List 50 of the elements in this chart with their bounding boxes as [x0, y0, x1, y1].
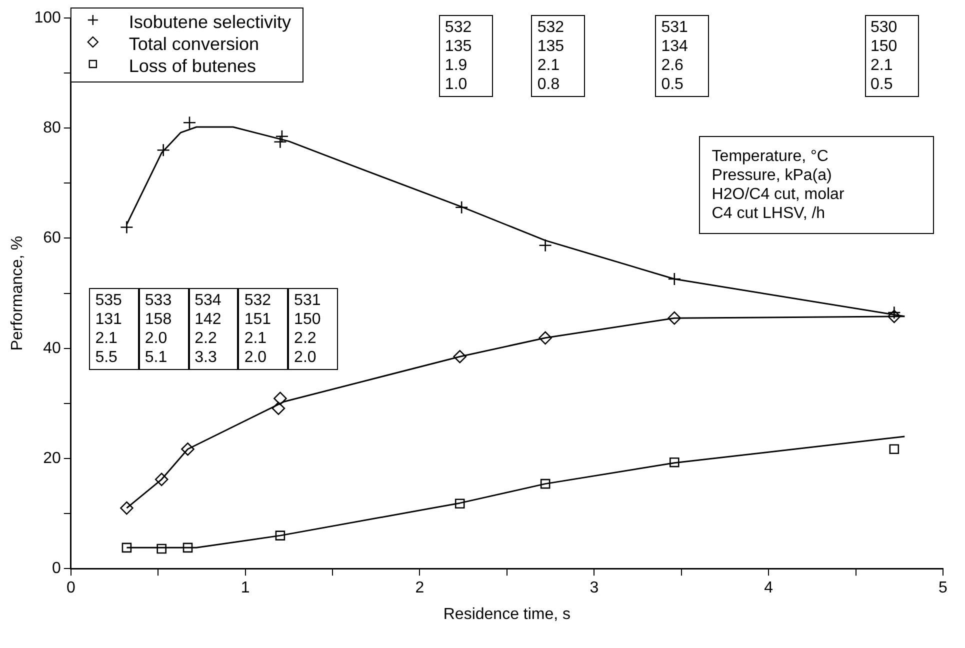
y-tick-label: 0 — [52, 560, 61, 578]
annotation: 532 151 2.1 2.0 — [238, 288, 288, 370]
annotation: 532 135 2.1 0.8 — [531, 15, 586, 98]
point — [538, 331, 552, 345]
y-tick-label: 60 — [43, 230, 61, 247]
annotation: 535 131 2.1 5.5 — [89, 288, 139, 370]
x-tick-label: 2 — [415, 580, 424, 597]
annotation: 533 158 2.0 5.1 — [138, 288, 189, 370]
y-axis-title: Performance, % — [9, 236, 26, 351]
point — [453, 350, 467, 364]
point — [888, 310, 901, 324]
point — [454, 498, 465, 509]
y-tick-label: 40 — [43, 340, 61, 357]
point — [454, 200, 468, 214]
x-axis-title: Residence time, s — [443, 606, 571, 623]
point — [274, 392, 287, 406]
legend-label: Loss of butenes — [128, 56, 256, 76]
point — [889, 444, 900, 454]
point — [182, 542, 193, 553]
x-tick-label: 5 — [938, 580, 948, 597]
x-tick-label: 1 — [240, 580, 250, 597]
point — [275, 530, 286, 540]
point — [120, 501, 134, 515]
annotation: 531 134 2.6 0.5 — [655, 15, 710, 98]
point — [538, 238, 552, 252]
legend-label: Isobutene selectivity — [128, 12, 291, 32]
point — [668, 311, 682, 325]
legend-label: Total conversion — [128, 34, 259, 54]
annotation: 534 142 2.2 3.3 — [188, 288, 238, 370]
x-tick-label: 0 — [66, 580, 76, 597]
point — [182, 116, 196, 130]
annotation: Temperature, °C Pressure, kPa(a) H2O/C4 cut, molar C4 cut LHSV, /h — [698, 136, 934, 234]
annotation: 531 150 2.2 2.0 — [288, 288, 338, 370]
y-tick-label: 20 — [43, 450, 61, 467]
point — [156, 544, 166, 554]
point — [122, 542, 132, 553]
point — [181, 442, 194, 456]
point — [120, 220, 134, 234]
point — [275, 130, 289, 144]
point — [272, 402, 286, 416]
y-tick-label: 80 — [43, 120, 61, 137]
point — [154, 472, 168, 486]
annotation: 532 135 1.9 1.0 — [438, 15, 493, 98]
point — [540, 478, 550, 489]
point — [668, 272, 682, 286]
x-tick-label: 4 — [764, 580, 774, 597]
point — [670, 457, 680, 468]
y-tick-label: 100 — [34, 9, 61, 26]
x-tick-label: 3 — [590, 580, 599, 597]
annotation: 530 150 2.1 0.5 — [864, 15, 919, 98]
